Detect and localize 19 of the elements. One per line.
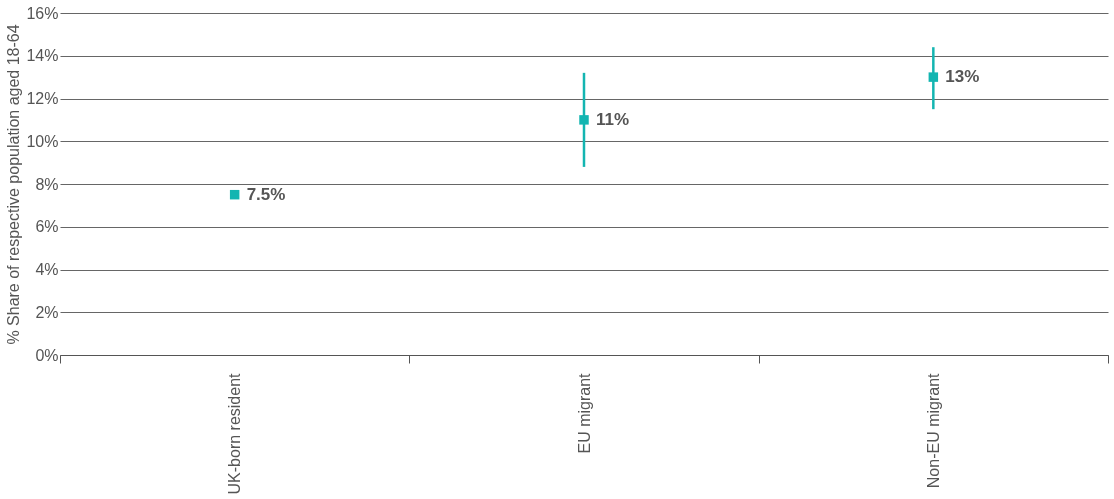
x-tick-label: EU migrant	[575, 372, 593, 454]
y-tick-label: 16%	[26, 4, 59, 22]
y-tick-label: 2%	[35, 303, 59, 321]
data-label: 13%	[945, 67, 980, 87]
y-tick-label: 6%	[35, 218, 59, 236]
data-label: 11%	[596, 109, 630, 129]
y-tick-label: 10%	[26, 132, 59, 150]
y-tick-label: 12%	[26, 90, 59, 107]
y-tick-label: 0%	[35, 346, 59, 364]
data-label: 7.5%	[246, 184, 286, 204]
y-tick-label: 14%	[26, 47, 59, 65]
x-tick-label: UK-born resident	[226, 372, 244, 495]
point	[229, 189, 240, 200]
point	[928, 72, 939, 82]
point	[579, 115, 589, 125]
y-axis-title: % Share of respective population aged 18-64	[5, 24, 23, 345]
y-tick-label: 4%	[35, 261, 59, 278]
x-tick-label: Non-EU migrant	[924, 372, 942, 489]
y-tick-label: 8%	[35, 175, 59, 193]
